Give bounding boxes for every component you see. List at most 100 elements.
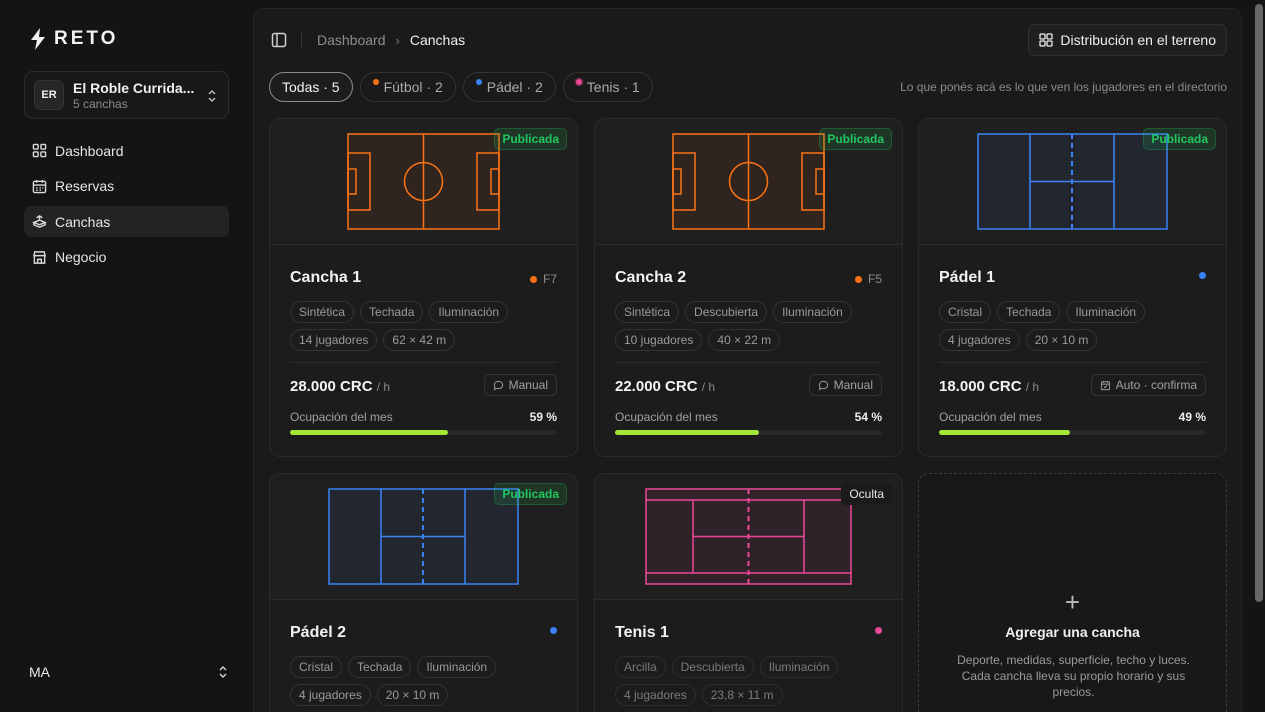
filter-chips: Todas · 5 Fútbol · 2 Pádel · 2 Tenis · 1 — [269, 72, 653, 102]
occupancy-value: 59 % — [529, 410, 557, 424]
court-card[interactable]: Publicada Pádel 2 Cristal Techada Ilumin… — [269, 473, 578, 712]
sport-dot — [854, 275, 862, 283]
court-title: Cancha 2 — [615, 269, 687, 286]
court-format: F5 — [854, 272, 882, 286]
price-unit: / h — [701, 380, 716, 394]
sidebar-item-canchas[interactable]: Canchas — [24, 206, 229, 237]
tag: 4 jugadores — [615, 684, 696, 706]
filter-chip-futbol[interactable]: Fútbol · 2 — [359, 72, 456, 102]
sidebar-item-negocio[interactable]: Negocio — [24, 242, 229, 273]
org-switcher[interactable]: ER El Roble Currida... 5 canchas — [24, 71, 229, 119]
sidebar-item-dashboard[interactable]: Dashboard — [24, 135, 229, 166]
occupancy-bar — [939, 430, 1206, 435]
filter-chip-label: Pádel · 2 — [486, 79, 543, 95]
tag: 10 jugadores — [615, 329, 703, 351]
directory-hint: Lo que ponés acá es lo que ven los jugad… — [900, 80, 1227, 94]
court-format: F7 — [529, 272, 557, 286]
tag: Techada — [360, 301, 424, 323]
tag: Iluminación — [429, 301, 509, 323]
price-value: 18.000 CRC — [939, 378, 1022, 395]
padel-court-diagram — [328, 488, 519, 585]
format-label: F7 — [542, 272, 557, 286]
occupancy-label: Ocupación del mes — [615, 410, 718, 424]
sport-dot — [475, 79, 482, 85]
sidebar-toggle-icon[interactable] — [271, 32, 287, 48]
breadcrumb: Dashboard › Canchas — [317, 32, 465, 48]
layout-grid-icon — [1039, 33, 1054, 47]
filter-chip-padel[interactable]: Pádel · 2 — [462, 72, 556, 102]
court-title: Cancha 1 — [290, 269, 362, 286]
chevrons-up-down-icon — [208, 89, 216, 103]
court-card[interactable]: Publicada Cancha 2 F5 Sintética Descubie… — [594, 118, 903, 457]
divider — [301, 31, 302, 49]
message-icon — [493, 380, 503, 391]
soccer-field-diagram — [672, 133, 825, 230]
padel-court-diagram — [977, 133, 1168, 230]
price-value: 22.000 CRC — [615, 378, 698, 395]
sidebar-item-label: Dashboard — [55, 142, 124, 159]
tag: 20 × 10 m — [1025, 329, 1098, 351]
sidebar-item-label: Reservas — [55, 178, 115, 194]
sport-dot — [529, 275, 537, 283]
booking-mode-badge: Manual — [808, 374, 882, 396]
tag: 62 × 42 m — [383, 329, 456, 351]
scrollbar[interactable] — [1255, 4, 1263, 602]
grid-icon — [32, 143, 47, 158]
court-tags: Sintética Descubierta Iluminación 10 jug… — [615, 301, 885, 351]
breadcrumb-parent[interactable]: Dashboard — [317, 32, 386, 48]
occupancy-fill — [939, 430, 1070, 435]
court-card[interactable]: Oculta Tenis 1 Arcilla Descubierta Ilumi… — [594, 473, 903, 712]
booking-mode-label: Auto · confirma — [1115, 378, 1197, 392]
field-icon — [32, 215, 47, 228]
user-initials: MA — [29, 664, 50, 680]
sidebar-item-reservas[interactable]: Reservas — [24, 171, 229, 202]
court-diagram: Publicada — [919, 119, 1226, 245]
plus-icon: + — [1064, 587, 1081, 617]
tag: Iluminación — [773, 301, 852, 323]
court-format — [1199, 272, 1206, 279]
tag: Descubierta — [671, 656, 754, 678]
booking-mode-label: Manual — [508, 378, 548, 392]
court-tags: Cristal Techada Iluminación 4 jugadores … — [290, 656, 560, 706]
tag: 23,8 × 11 m — [701, 684, 783, 706]
tag: Sintética — [615, 301, 680, 323]
sidebar-item-label: Canchas — [55, 213, 111, 230]
tag: Cristal — [939, 301, 992, 323]
chevron-right-icon: › — [395, 32, 400, 48]
status-badge: Oculta — [841, 483, 892, 505]
filter-chip-label: Tenis · 1 — [586, 79, 640, 95]
sidebar: RETO ER El Roble Currida... 5 canchas Da… — [0, 0, 252, 712]
user-menu[interactable]: MA — [29, 662, 229, 682]
court-diagram: Publicada — [595, 119, 902, 245]
distribution-button[interactable]: Distribución en el terreno — [1028, 24, 1227, 56]
occupancy-label: Ocupación del mes — [939, 410, 1042, 424]
tag: Iluminación — [759, 656, 839, 678]
tag: Sintética — [290, 301, 355, 323]
price-unit: / h — [1025, 380, 1040, 394]
court-tags: Arcilla Descubierta Iluminación 4 jugado… — [615, 656, 885, 706]
tag: 4 jugadores — [290, 684, 371, 706]
format-label: F5 — [867, 272, 882, 286]
court-diagram: Oculta — [595, 474, 902, 600]
court-price: 22.000 CRC / h — [615, 378, 715, 395]
filter-chip-tenis[interactable]: Tenis · 1 — [562, 72, 653, 102]
bolt-icon — [31, 28, 45, 50]
booking-mode-badge: Manual — [483, 374, 557, 396]
court-card[interactable]: Publicada Pádel 1 Cristal Techada Ilumin… — [918, 118, 1227, 457]
status-badge: Publicada — [1143, 128, 1216, 150]
app-logo[interactable]: RETO — [30, 28, 118, 50]
price-unit: / h — [376, 380, 391, 394]
calendar-check-icon — [1100, 380, 1110, 390]
add-court-title: Agregar una cancha — [1005, 624, 1140, 640]
filter-chip-all[interactable]: Todas · 5 — [269, 72, 353, 102]
sidebar-nav: Dashboard Reservas Canchas Negocio — [24, 135, 229, 277]
tennis-court-diagram — [645, 488, 852, 585]
soccer-field-diagram — [347, 133, 500, 230]
add-court-card[interactable]: + Agregar una cancha Deporte, medidas, s… — [918, 473, 1227, 712]
occupancy-fill — [615, 430, 760, 435]
court-card[interactable]: Publicada Cancha 1 F7 Sintética Techada … — [269, 118, 578, 457]
tag: 4 jugadores — [939, 329, 1020, 351]
court-price: 28.000 CRC / h — [290, 378, 390, 395]
court-diagram: Publicada — [270, 119, 577, 245]
tag: Descubierta — [685, 301, 768, 323]
